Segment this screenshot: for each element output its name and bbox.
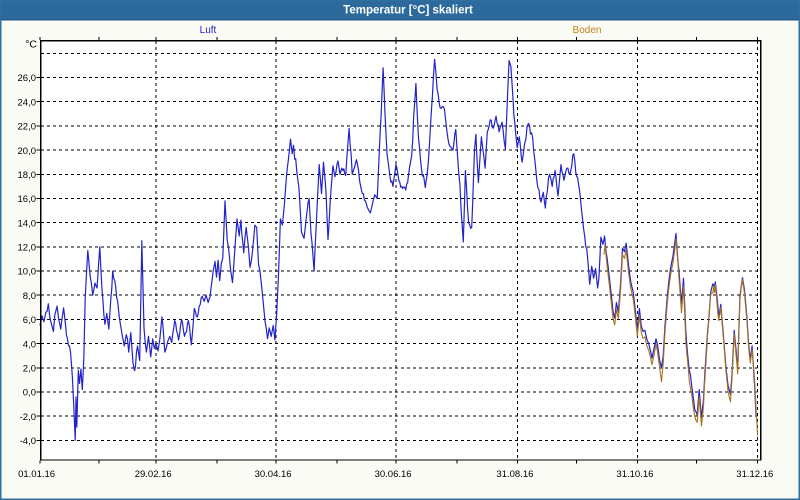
svg-text:6,0: 6,0 (23, 315, 36, 326)
svg-text:Boden: Boden (573, 25, 602, 36)
svg-text:26,0: 26,0 (18, 73, 37, 84)
svg-text:12,0: 12,0 (18, 243, 37, 254)
svg-text:30.04.16: 30.04.16 (255, 469, 292, 480)
svg-text:20,0: 20,0 (18, 146, 37, 157)
svg-text:°C: °C (25, 39, 37, 51)
svg-text:24,0: 24,0 (18, 97, 37, 108)
svg-text:22,0: 22,0 (18, 122, 37, 133)
svg-text:30.06.16: 30.06.16 (375, 469, 412, 480)
svg-text:8,0: 8,0 (23, 291, 36, 302)
svg-text:2,0: 2,0 (23, 364, 36, 375)
svg-text:31.10.16: 31.10.16 (616, 469, 653, 480)
svg-text:10,0: 10,0 (18, 267, 37, 278)
svg-text:14,0: 14,0 (18, 218, 37, 229)
svg-text:31.12.16: 31.12.16 (736, 469, 773, 480)
svg-text:0,0: 0,0 (23, 388, 36, 399)
svg-text:31.08.16: 31.08.16 (496, 469, 533, 480)
svg-text:-2,0: -2,0 (20, 412, 36, 423)
svg-text:16,0: 16,0 (18, 194, 37, 205)
svg-text:-4,0: -4,0 (20, 436, 36, 447)
svg-text:18,0: 18,0 (18, 170, 37, 181)
svg-text:Luft: Luft (200, 25, 217, 36)
svg-text:01.01.16: 01.01.16 (18, 469, 55, 480)
svg-text:29.02.16: 29.02.16 (135, 469, 172, 480)
svg-text:Temperatur [°C] skaliert: Temperatur [°C] skaliert (343, 5, 473, 17)
svg-text:4,0: 4,0 (23, 339, 36, 350)
